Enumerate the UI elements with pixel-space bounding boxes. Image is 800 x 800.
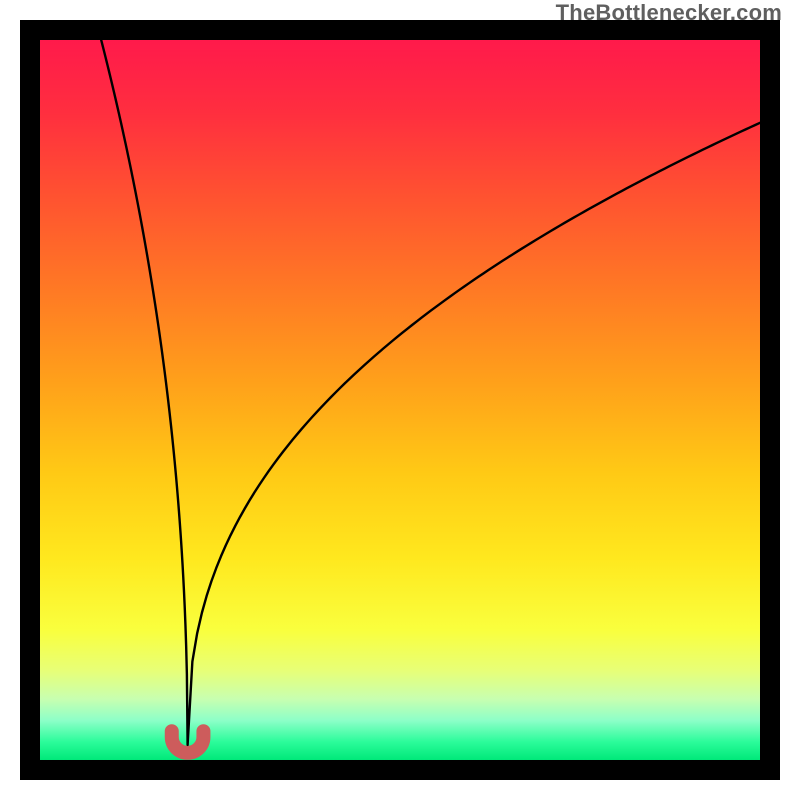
watermark-text: TheBottlenecker.com: [556, 0, 782, 26]
bottleneck-chart: [0, 0, 800, 800]
heatmap-background: [40, 40, 760, 760]
stage: TheBottlenecker.com: [0, 0, 800, 800]
